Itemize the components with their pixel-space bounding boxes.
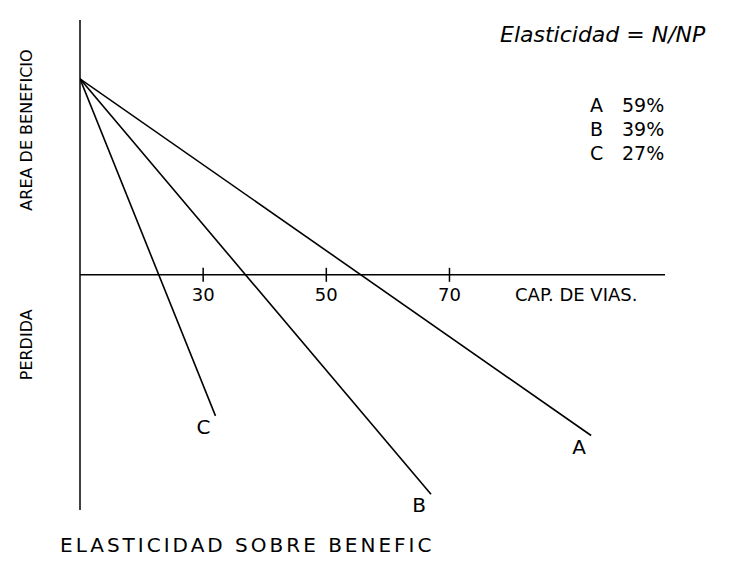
svg-text:B: B (590, 118, 603, 140)
svg-text:B: B (412, 493, 426, 517)
svg-text:39%: 39% (622, 118, 664, 140)
svg-text:50: 50 (315, 284, 338, 305)
svg-text:A: A (572, 435, 586, 459)
svg-text:A: A (590, 94, 603, 116)
svg-text:ELASTICIDAD SOBRE BENEFIC: ELASTICIDAD SOBRE BENEFIC (60, 533, 434, 557)
svg-text:CAP. DE VIAS.: CAP. DE VIAS. (515, 284, 637, 305)
svg-text:C: C (590, 142, 603, 164)
svg-text:Elasticidad = N/NP: Elasticidad = N/NP (500, 22, 706, 47)
svg-text:AREA DE BENEFICIO: AREA DE BENEFICIO (17, 49, 36, 210)
svg-text:PERDIDA: PERDIDA (17, 309, 36, 380)
svg-text:30: 30 (192, 284, 215, 305)
svg-text:59%: 59% (622, 94, 664, 116)
svg-text:70: 70 (438, 284, 461, 305)
svg-text:C: C (196, 415, 210, 439)
svg-text:27%: 27% (622, 142, 664, 164)
